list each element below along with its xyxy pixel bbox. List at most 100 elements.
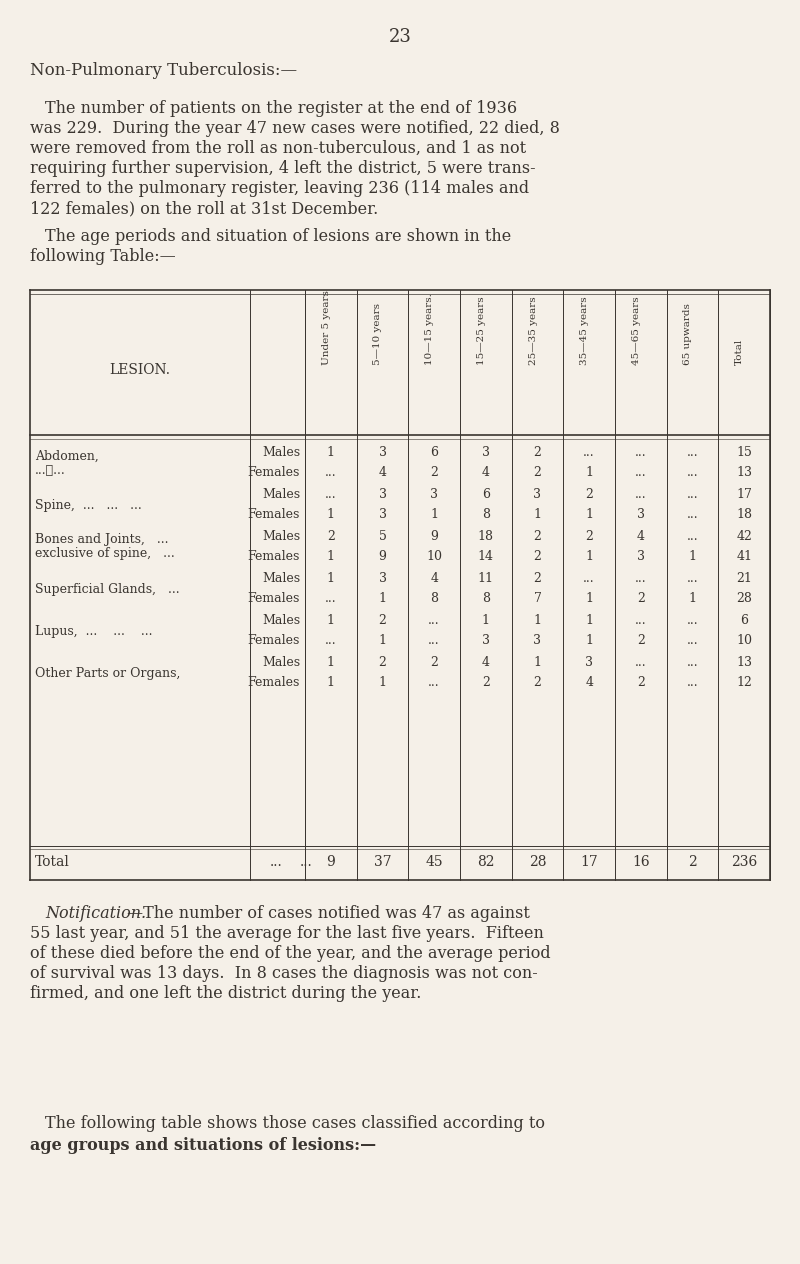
Text: 2: 2 <box>430 466 438 479</box>
Text: 3: 3 <box>482 635 490 647</box>
Text: 2: 2 <box>534 551 542 564</box>
Text: 2: 2 <box>586 488 593 502</box>
Text: ...: ... <box>583 573 595 585</box>
Text: 1: 1 <box>378 676 386 689</box>
Text: exclusive of spine,   ...: exclusive of spine, ... <box>35 547 174 560</box>
Text: 8: 8 <box>482 508 490 522</box>
Text: 9: 9 <box>430 531 438 544</box>
Text: ...: ... <box>325 488 337 502</box>
Text: 236: 236 <box>731 854 758 870</box>
Text: 2: 2 <box>378 656 386 670</box>
Text: 1: 1 <box>689 551 697 564</box>
Text: Males: Males <box>262 656 300 670</box>
Text: 3: 3 <box>637 551 645 564</box>
Text: 8: 8 <box>430 593 438 605</box>
Text: 122 females) on the roll at 31st December.: 122 females) on the roll at 31st Decembe… <box>30 200 378 217</box>
Text: ...: ... <box>686 466 698 479</box>
Text: ...: ... <box>635 488 646 502</box>
Text: ...: ... <box>686 656 698 670</box>
Text: ...: ... <box>686 635 698 647</box>
Text: 9: 9 <box>378 551 386 564</box>
Text: were removed from the roll as non-tuberculous, and 1 as not: were removed from the roll as non-tuberc… <box>30 140 526 157</box>
Text: 18: 18 <box>478 531 494 544</box>
Text: ...: ... <box>635 614 646 627</box>
Text: 4: 4 <box>482 466 490 479</box>
Text: 9: 9 <box>326 854 335 870</box>
Text: 65 upwards: 65 upwards <box>683 303 693 365</box>
Text: 1: 1 <box>327 656 335 670</box>
Text: 25—35 years: 25—35 years <box>529 296 538 365</box>
Text: ...: ... <box>686 531 698 544</box>
Text: 1: 1 <box>585 466 593 479</box>
Text: Females: Females <box>248 635 300 647</box>
Text: of these died before the end of the year, and the average period: of these died before the end of the year… <box>30 945 550 962</box>
Text: 18: 18 <box>736 508 752 522</box>
Text: 28: 28 <box>736 593 752 605</box>
Text: 21: 21 <box>736 573 752 585</box>
Text: Under 5 years: Under 5 years <box>322 291 331 365</box>
Text: Abdomen,: Abdomen, <box>35 450 98 463</box>
Text: Females: Females <box>248 551 300 564</box>
Text: 13: 13 <box>736 466 752 479</box>
Text: 45—65 years: 45—65 years <box>632 296 641 365</box>
Text: 10: 10 <box>426 551 442 564</box>
Text: of survival was 13 days.  In 8 cases the diagnosis was not con-: of survival was 13 days. In 8 cases the … <box>30 964 538 982</box>
Text: ...: ... <box>635 466 646 479</box>
Text: Other Parts or Organs,: Other Parts or Organs, <box>35 666 180 680</box>
Text: 4: 4 <box>585 676 593 689</box>
Text: 15: 15 <box>736 446 752 460</box>
Text: 17: 17 <box>736 488 752 502</box>
Text: 6: 6 <box>740 614 748 627</box>
Text: was 229.  During the year 47 new cases were notified, 22 died, 8: was 229. During the year 47 new cases we… <box>30 120 560 137</box>
Text: 7: 7 <box>534 593 542 605</box>
Text: 10: 10 <box>736 635 752 647</box>
Text: 6: 6 <box>430 446 438 460</box>
Text: 55 last year, and 51 the average for the last five years.  Fifteen: 55 last year, and 51 the average for the… <box>30 925 544 942</box>
Text: ...: ... <box>686 573 698 585</box>
Text: 1: 1 <box>585 593 593 605</box>
Text: 41: 41 <box>736 551 752 564</box>
Text: 2: 2 <box>534 446 542 460</box>
Text: 2: 2 <box>637 593 645 605</box>
Text: ...: ... <box>428 614 440 627</box>
Text: ...: ... <box>686 614 698 627</box>
Text: Bones and Joints,   ...: Bones and Joints, ... <box>35 533 169 546</box>
Text: ...: ... <box>686 676 698 689</box>
Text: 1: 1 <box>585 614 593 627</box>
Text: 2: 2 <box>378 614 386 627</box>
Text: Total: Total <box>35 854 70 870</box>
Text: following Table:—: following Table:— <box>30 248 176 265</box>
Text: 1: 1 <box>327 614 335 627</box>
Text: ...	...: ... ... <box>35 464 66 477</box>
Text: Spine,  ...   ...   ...: Spine, ... ... ... <box>35 498 142 512</box>
Text: 3: 3 <box>637 508 645 522</box>
Text: 2: 2 <box>534 466 542 479</box>
Text: ...: ... <box>325 466 337 479</box>
Text: ferred to the pulmonary register, leaving 236 (114 males and: ferred to the pulmonary register, leavin… <box>30 179 529 197</box>
Text: 4: 4 <box>482 656 490 670</box>
Text: Males: Males <box>262 531 300 544</box>
Text: 1: 1 <box>585 635 593 647</box>
Text: requiring further supervision, 4 left the district, 5 were trans-: requiring further supervision, 4 left th… <box>30 161 536 177</box>
Text: 3: 3 <box>378 508 386 522</box>
Text: 17: 17 <box>580 854 598 870</box>
Text: ...: ... <box>270 854 282 870</box>
Text: 1: 1 <box>689 593 697 605</box>
Text: 1: 1 <box>482 614 490 627</box>
Text: 42: 42 <box>736 531 752 544</box>
Text: 82: 82 <box>477 854 494 870</box>
Text: 1: 1 <box>327 551 335 564</box>
Text: ...: ... <box>635 446 646 460</box>
Text: The age periods and situation of lesions are shown in the: The age periods and situation of lesions… <box>45 228 511 245</box>
Text: Males: Males <box>262 573 300 585</box>
Text: 5: 5 <box>378 531 386 544</box>
Text: ...: ... <box>686 488 698 502</box>
Text: ...: ... <box>325 635 337 647</box>
Text: 13: 13 <box>736 656 752 670</box>
Text: 12: 12 <box>736 676 752 689</box>
Text: 2: 2 <box>327 531 334 544</box>
Text: ...: ... <box>428 635 440 647</box>
Text: Males: Males <box>262 488 300 502</box>
Text: Total: Total <box>735 339 744 365</box>
Text: 5—10 years: 5—10 years <box>374 303 382 365</box>
